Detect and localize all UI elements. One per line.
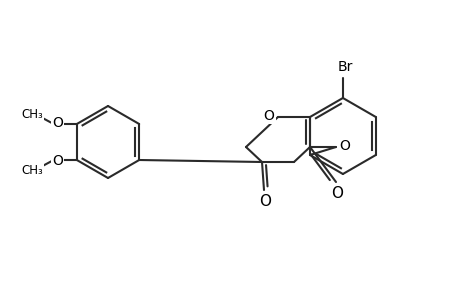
Text: O: O xyxy=(263,109,274,123)
Text: O: O xyxy=(52,154,63,168)
Text: O: O xyxy=(339,139,350,153)
Text: Br: Br xyxy=(336,60,352,74)
Text: O: O xyxy=(330,187,342,202)
Text: CH₃: CH₃ xyxy=(21,164,43,176)
Text: CH₃: CH₃ xyxy=(21,107,43,121)
Text: O: O xyxy=(52,116,63,130)
Text: O: O xyxy=(258,194,270,209)
